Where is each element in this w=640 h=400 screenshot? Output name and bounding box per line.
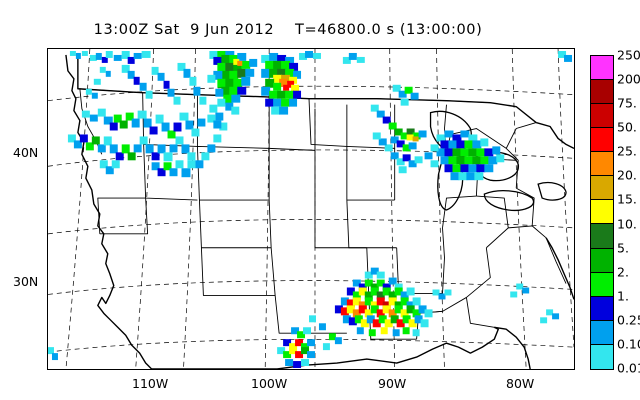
colorbar-band-10 <box>591 296 613 321</box>
colorbar-tick-label: 200. <box>617 71 640 87</box>
colorbar-band-9 <box>591 272 613 297</box>
precipitation-field <box>48 50 573 369</box>
map-plot-area <box>47 48 575 370</box>
figure-title: 13:00Z Sat 9 Jun 2012 T=46800.0 s (13:00… <box>93 22 483 38</box>
colorbar-band-4 <box>591 152 613 177</box>
colorbar-band-8 <box>591 248 613 273</box>
precip-texas-offshore-cells <box>277 315 342 369</box>
colorbar-band-6 <box>591 200 613 225</box>
colorbar-tick-label: 250. <box>617 47 640 63</box>
colorbar-band-12 <box>591 344 613 369</box>
colorbar-tick-label: 0.10 <box>617 336 640 352</box>
colorbar-band-11 <box>591 320 613 345</box>
precip-michigan-band <box>370 104 427 174</box>
colorbar-tick-label: 50. <box>617 119 637 135</box>
y-tick-label-40n: 40N <box>13 145 39 160</box>
colorbar-tick-label: 5. <box>617 240 629 256</box>
colorbar-tick-label: 0.25 <box>617 312 640 328</box>
precip-north-dakota-storm <box>261 50 321 115</box>
map-canvas <box>48 49 574 369</box>
coastline-and-borders <box>65 54 574 369</box>
x-tick-label-100w: 100W <box>251 376 288 391</box>
colorbar-tick-label: 25. <box>617 143 637 159</box>
precip-lake-ontario-band <box>424 130 505 181</box>
x-tick-label-80w: 80W <box>506 376 535 391</box>
colorbar-tick-label: 1. <box>617 288 629 304</box>
x-tick-label-90w: 90W <box>378 376 407 391</box>
colorbar-band-2 <box>591 104 613 129</box>
colorbar-band-0 <box>591 56 613 81</box>
x-tick-label-110w: 110W <box>132 376 169 391</box>
precip-upper-midwest <box>342 52 419 106</box>
precip-southeast-misc <box>48 50 573 361</box>
y-tick-label-30n: 30N <box>13 274 39 289</box>
precip-montana-cluster <box>207 50 258 129</box>
precip-pacific-northwest <box>67 50 228 178</box>
colorbar-tick-label: 15. <box>617 191 637 207</box>
colorbar-band-1 <box>591 80 613 105</box>
colorbar <box>590 55 614 370</box>
colorbar-band-7 <box>591 224 613 249</box>
colorbar-tick-label: 10. <box>617 216 637 232</box>
colorbar-band-3 <box>591 128 613 153</box>
colorbar-tick-label: 0.01 <box>617 360 640 376</box>
colorbar-tick-label: 75. <box>617 95 637 111</box>
colorbar-tick-label: 2. <box>617 264 629 280</box>
precip-gulf-coast-line <box>334 267 433 337</box>
colorbar-tick-label: 20. <box>617 167 637 183</box>
colorbar-band-5 <box>591 176 613 201</box>
